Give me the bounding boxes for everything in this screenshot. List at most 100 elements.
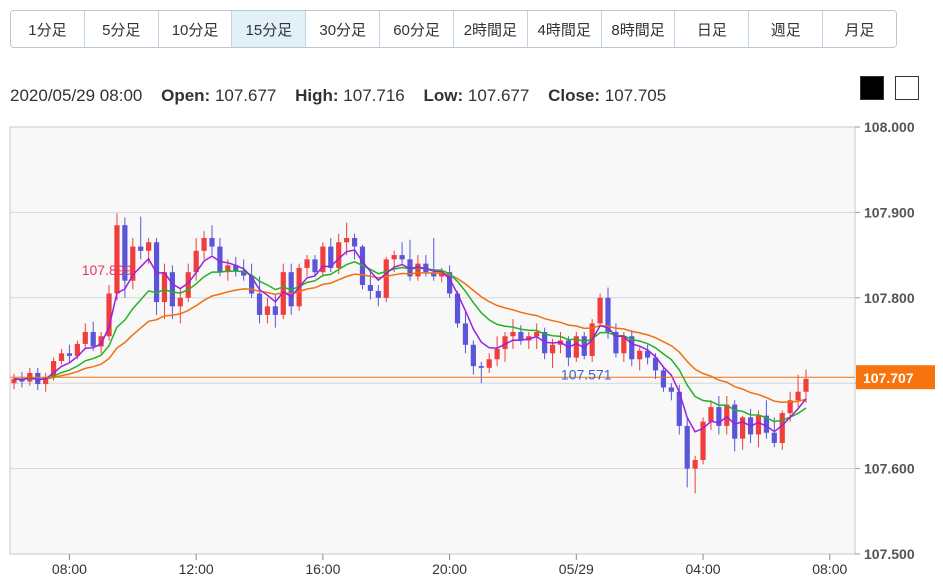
candle-body bbox=[217, 246, 223, 273]
y-tick-label: 107.600 bbox=[864, 461, 915, 477]
candle-body bbox=[272, 306, 278, 315]
high-label: High: bbox=[295, 86, 339, 105]
white-theme-icon[interactable] bbox=[895, 76, 919, 100]
candle-body bbox=[351, 238, 358, 247]
open-label: Open: bbox=[161, 86, 211, 105]
low-value: 107.677 bbox=[467, 86, 530, 105]
candle-body bbox=[676, 391, 682, 426]
tab-timeframe-3[interactable]: 15分足 bbox=[232, 11, 307, 47]
y-tick-label: 107.500 bbox=[864, 546, 915, 562]
candle-body bbox=[280, 272, 286, 315]
candle-body bbox=[122, 225, 128, 281]
candle-body bbox=[130, 246, 136, 281]
tab-timeframe-5[interactable]: 60分足 bbox=[380, 11, 454, 47]
candle-body bbox=[193, 250, 199, 273]
candle-body bbox=[454, 293, 461, 324]
candle-body bbox=[803, 378, 809, 392]
candle-body bbox=[637, 350, 643, 360]
candle-body bbox=[209, 238, 215, 247]
candle-body bbox=[779, 413, 785, 443]
high-value: 107.716 bbox=[343, 86, 405, 105]
tab-timeframe-9[interactable]: 日足 bbox=[675, 11, 750, 47]
candle-body bbox=[51, 360, 57, 378]
ohlc-info: 2020/05/29 08:00 Open: 107.677 High: 107… bbox=[10, 86, 666, 106]
tab-timeframe-10[interactable]: 週足 bbox=[749, 11, 824, 47]
candle-body bbox=[138, 246, 144, 251]
candle-body bbox=[312, 259, 318, 273]
x-tick-label: 16:00 bbox=[305, 561, 340, 577]
x-tick-label: 05/29 bbox=[559, 561, 594, 577]
ma-short-line bbox=[13, 249, 807, 433]
candle-body bbox=[724, 404, 730, 426]
candle-body bbox=[447, 272, 453, 294]
tab-timeframe-7[interactable]: 4時間足 bbox=[527, 11, 602, 47]
candle-body bbox=[755, 415, 762, 435]
candle-body bbox=[74, 343, 80, 356]
candle-body bbox=[391, 255, 397, 260]
candle-body bbox=[684, 425, 690, 469]
candle-body bbox=[700, 421, 706, 461]
x-tick-label: 08:00 bbox=[52, 561, 87, 577]
candle-body bbox=[375, 290, 381, 298]
candle-body bbox=[233, 265, 239, 271]
candle-body bbox=[462, 323, 469, 345]
candle-body bbox=[264, 306, 271, 315]
candle-body bbox=[565, 340, 571, 358]
candle-body bbox=[185, 272, 191, 298]
candle-body bbox=[470, 344, 476, 367]
candle-body bbox=[486, 359, 492, 368]
candle-body bbox=[494, 349, 500, 360]
candle-body bbox=[740, 417, 746, 439]
candle-body bbox=[241, 270, 247, 276]
candle-body bbox=[11, 378, 17, 384]
y-tick-label: 108.000 bbox=[864, 119, 915, 135]
candle-body bbox=[732, 404, 738, 439]
candle-body bbox=[597, 297, 603, 324]
candle-body bbox=[787, 400, 793, 414]
candle-body bbox=[225, 265, 231, 273]
candle-body bbox=[256, 293, 263, 315]
candle-body bbox=[795, 391, 801, 401]
x-tick-label: 12:00 bbox=[179, 561, 214, 577]
candle-body bbox=[177, 297, 183, 307]
candle-body bbox=[518, 331, 524, 341]
candle-body bbox=[66, 353, 73, 356]
y-tick-label: 107.800 bbox=[864, 290, 915, 306]
tab-timeframe-8[interactable]: 8時間足 bbox=[601, 11, 676, 47]
current-price-tag bbox=[856, 365, 935, 390]
candle-body bbox=[692, 460, 698, 469]
candle-body bbox=[573, 336, 579, 358]
tab-timeframe-6[interactable]: 2時間足 bbox=[453, 11, 528, 47]
candle-body bbox=[399, 255, 405, 260]
close-label: Close: bbox=[548, 86, 601, 105]
candle-body bbox=[613, 331, 619, 354]
tab-timeframe-0[interactable]: 1分足 bbox=[11, 11, 85, 47]
candle-body bbox=[581, 336, 587, 356]
close-value: 107.705 bbox=[604, 86, 667, 105]
low-annotation: 107.571 bbox=[561, 366, 612, 382]
candle-body bbox=[169, 272, 175, 307]
tab-timeframe-1[interactable]: 5分足 bbox=[84, 11, 159, 47]
candle-body bbox=[510, 331, 516, 337]
datetime-label: 2020/05/29 08:00 bbox=[10, 86, 143, 105]
candle-body bbox=[161, 272, 168, 303]
candle-body bbox=[652, 357, 659, 371]
candle-body bbox=[106, 293, 112, 337]
candle-body bbox=[708, 407, 714, 422]
candle-body bbox=[367, 284, 373, 291]
candle-body bbox=[383, 259, 389, 298]
candle-body bbox=[90, 331, 96, 347]
x-tick-label: 04:00 bbox=[686, 561, 721, 577]
candle-body bbox=[502, 336, 508, 350]
candle-body bbox=[668, 387, 674, 392]
black-theme-icon[interactable] bbox=[860, 76, 884, 100]
candle-body bbox=[716, 407, 722, 426]
candle-body bbox=[344, 238, 350, 243]
tab-timeframe-11[interactable]: 月足 bbox=[823, 11, 896, 47]
tab-timeframe-4[interactable]: 30分足 bbox=[306, 11, 381, 47]
tab-timeframe-2[interactable]: 10分足 bbox=[158, 11, 233, 47]
candle-body bbox=[771, 432, 777, 443]
timeframe-tabs: 1分足 5分足 10分足 15分足 30分足 60分足 2時間足 4時間足 8時間足 日足 週足 月足 bbox=[10, 10, 897, 48]
plot-area bbox=[9, 126, 856, 555]
